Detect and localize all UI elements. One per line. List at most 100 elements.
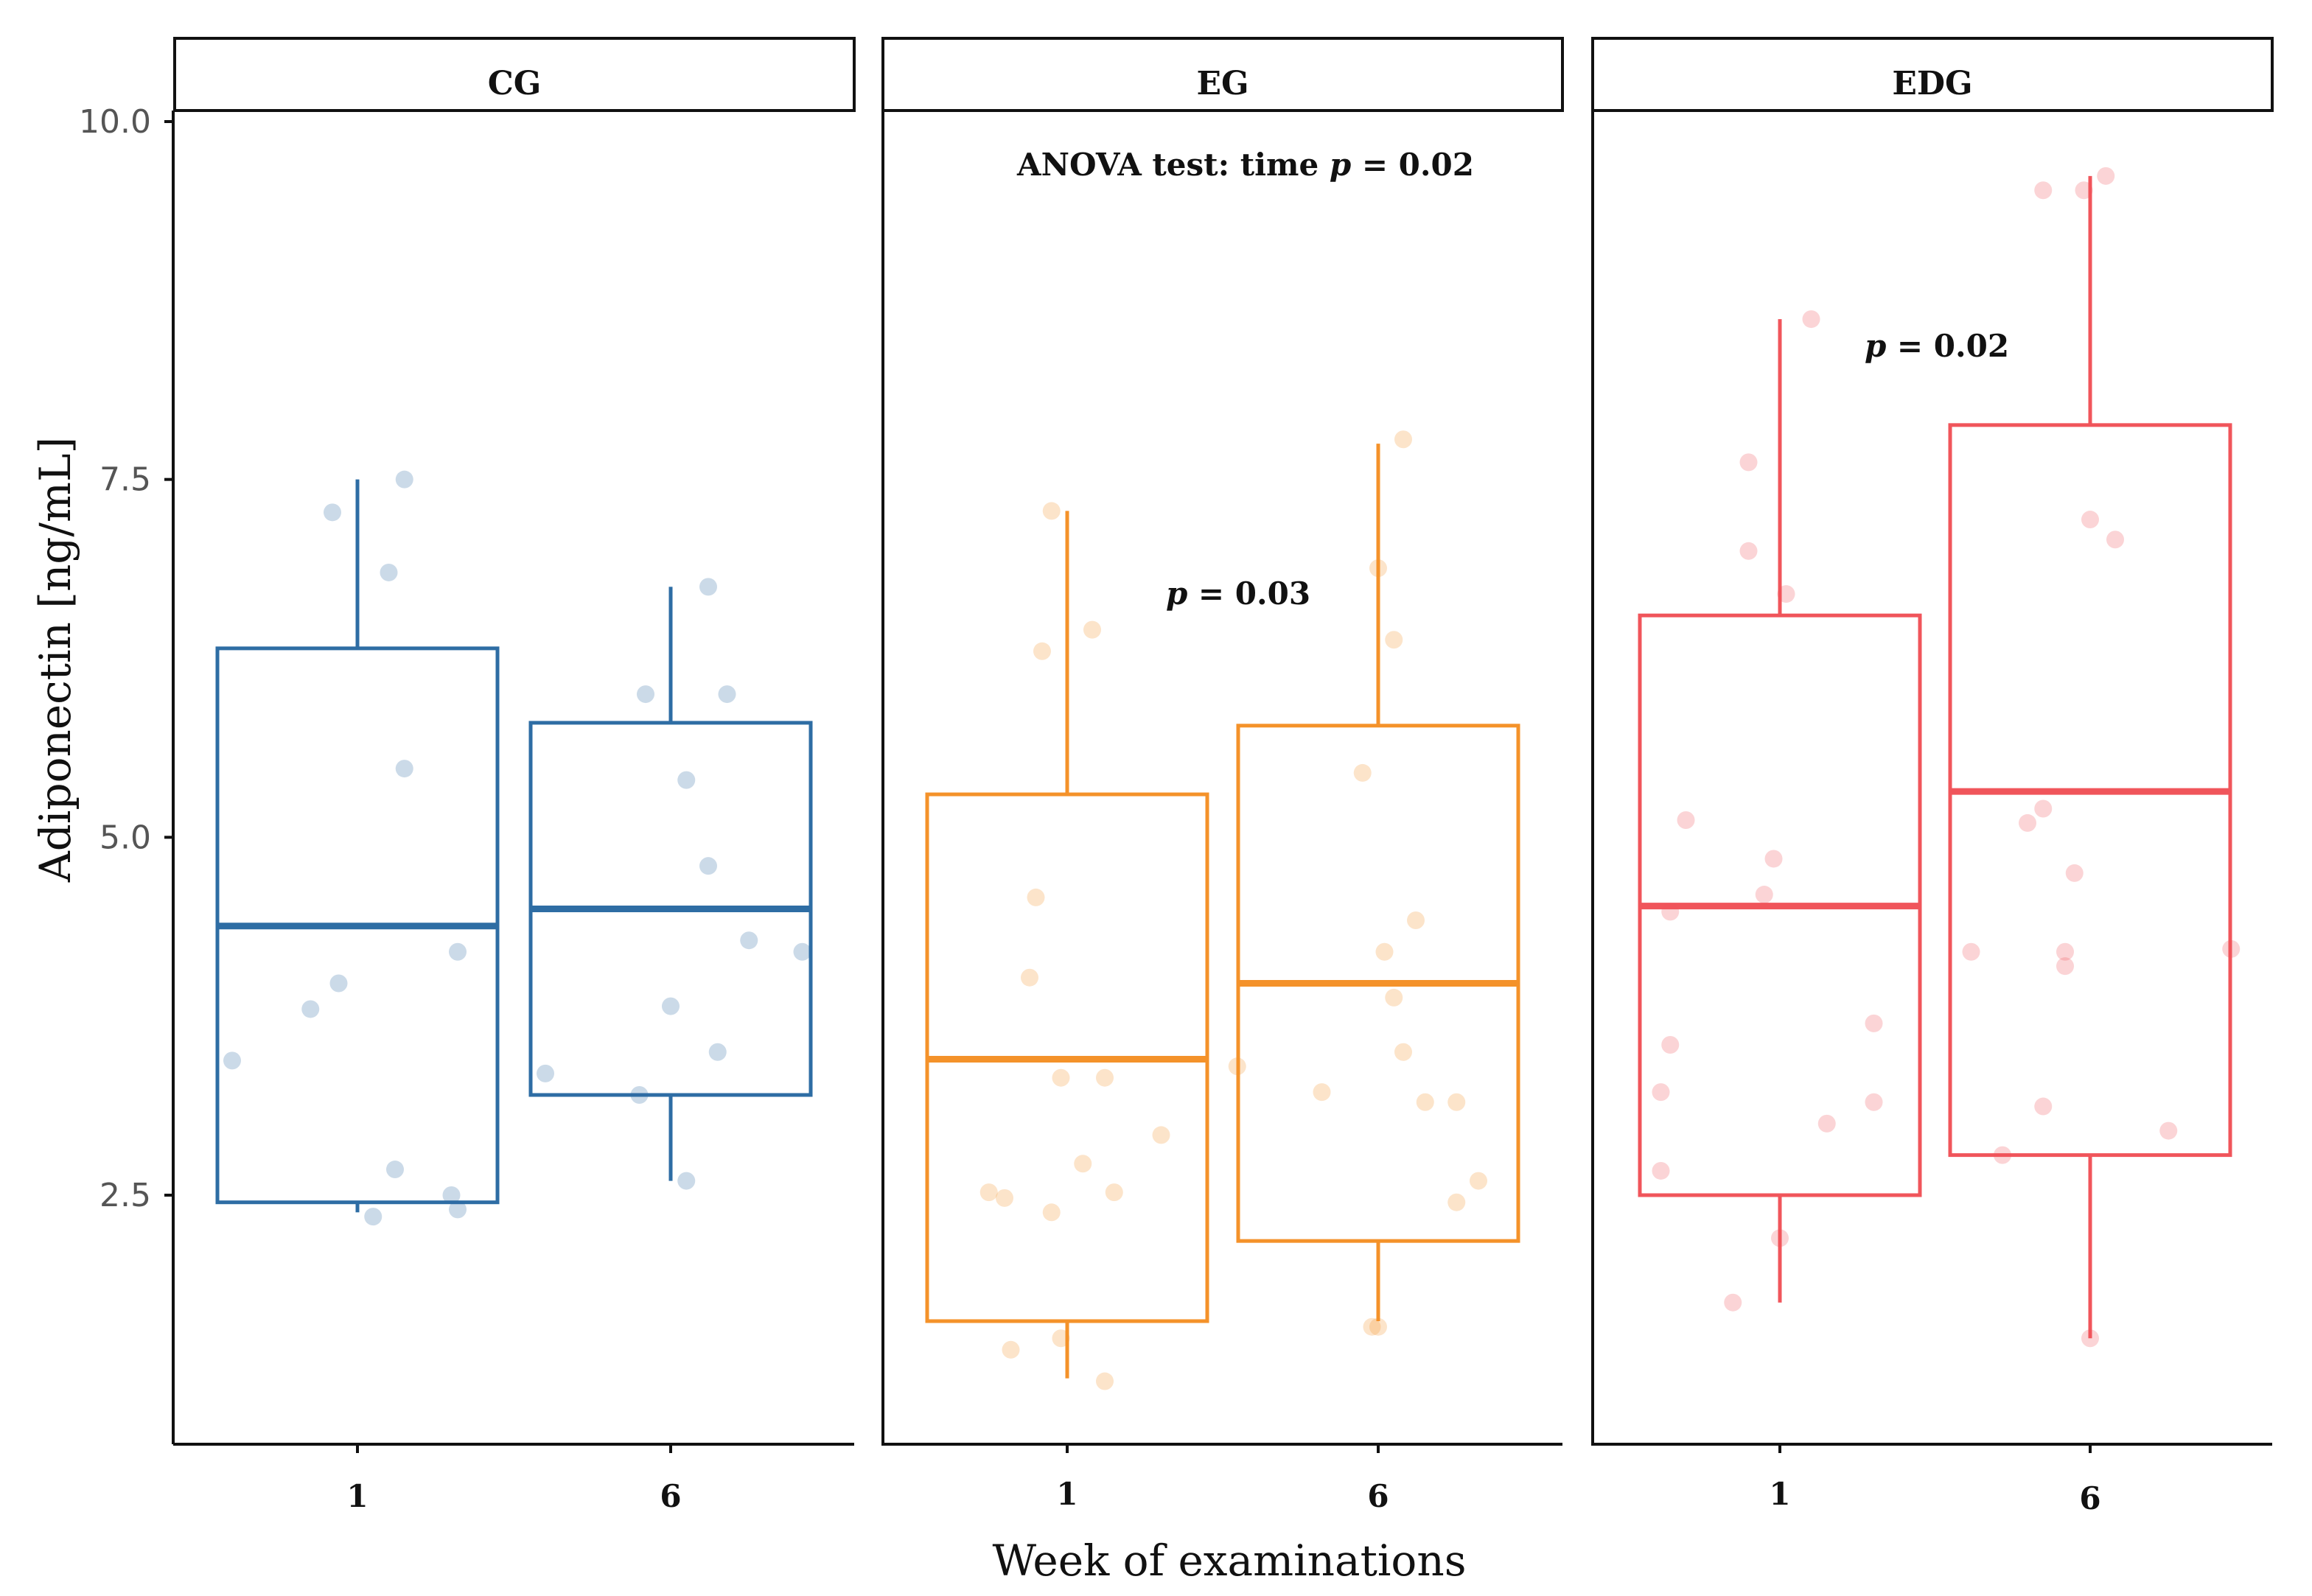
x-tick-label: 6 [660,1478,681,1514]
data-point [449,942,467,961]
data-point [1724,1293,1742,1312]
data-point [1096,1372,1114,1390]
y-axis: 2.5 5.0 7.5 10.0 [79,103,175,1444]
data-point [996,1189,1013,1207]
panel-edg: EDG 1 6 p = 0.02 [1591,37,2274,1516]
p-value: = 0.02 [1886,328,2009,364]
data-point [2222,939,2241,958]
data-point [630,1086,649,1105]
data-point [1385,631,1403,649]
data-point [1962,942,1980,961]
data-point [2065,864,2084,882]
p-value: = 0.03 [1187,575,1310,612]
data-point [1027,888,1045,906]
data-point [1042,502,1061,520]
data-point [1661,1036,1680,1054]
data-point [708,1043,727,1061]
anova-annotation: ANOVA test: time p = 0.02 [1016,147,1474,183]
data-point [1052,1068,1070,1087]
data-point [1994,1146,2011,1164]
x-tick-label: 1 [1769,1476,1790,1512]
data-point [1865,1093,1883,1111]
strip-label: CG [488,65,542,102]
strip-label: EDG [1892,65,1972,102]
data-point [1083,620,1101,639]
data-point [1313,1083,1331,1102]
data-point [1033,642,1051,660]
data-point [1375,942,1394,961]
data-point [329,974,348,993]
x-axis-title: Week of examinations [993,1536,1467,1586]
data-point [1652,1083,1670,1102]
data-point [1052,1329,1070,1348]
data-point [979,1183,998,1202]
data-point [386,1161,404,1179]
x-tick-label: 1 [1056,1476,1078,1512]
data-point [380,563,398,581]
data-point [2056,957,2074,976]
data-point [1353,763,1372,782]
data-point [1416,1093,1434,1111]
data-point [2034,799,2053,818]
data-point [2075,181,2093,200]
data-point [1369,1317,1387,1336]
data-point [449,1200,467,1219]
data-point [637,685,654,704]
data-point [1021,968,1038,987]
data-point [699,578,717,596]
data-point [1470,1172,1487,1190]
data-point [1447,1093,1466,1111]
y-tick-label: 5.0 [99,819,151,856]
data-point [1739,453,1758,472]
data-point [442,1186,461,1204]
data-point [2034,181,2053,200]
strip-background [881,37,1564,112]
anova-value: = 0.02 [1351,147,1474,183]
data-point [364,1208,383,1226]
data-point [2106,531,2124,549]
data-point [2081,1329,2099,1348]
panel-eg: EG 1 6 ANOVA test: time p = 0.02 p = 0.0… [881,37,1564,1514]
data-point [2056,942,2074,961]
data-point [2034,1097,2053,1116]
data-point [1739,542,1758,560]
data-point [223,1051,241,1070]
strip-background [173,37,856,112]
data-point [1661,903,1680,921]
data-point [1777,585,1795,603]
data-point [1755,886,1773,904]
data-point [395,760,413,778]
data-point [2097,167,2115,185]
data-point [2019,813,2036,832]
anova-prefix: ANOVA test: time [1016,147,1330,183]
data-point [699,857,717,875]
data-point [537,1064,554,1082]
data-point [1447,1193,1466,1211]
data-point [1228,1057,1246,1076]
data-point [1002,1340,1020,1359]
data-point [1407,911,1425,930]
data-point [1652,1161,1670,1180]
data-point [1074,1155,1092,1173]
data-point [2081,511,2099,529]
data-point [1394,1043,1412,1061]
data-point [395,470,413,489]
data-point [324,503,341,522]
data-point [1802,310,1820,329]
x-tick-label: 1 [346,1478,368,1514]
data-point [793,942,811,961]
data-point [301,1000,320,1018]
strip-label: EG [1196,65,1248,102]
data-point [718,685,736,704]
data-point [1764,850,1783,868]
data-point [1817,1114,1836,1133]
data-point [1152,1126,1170,1144]
y-tick-label: 2.5 [99,1177,151,1214]
panel-cg: CG 1 6 [173,37,856,1514]
data-point [740,931,758,950]
data-point [662,997,680,1015]
data-point [2159,1121,2178,1140]
edg-p-value-annotation: p = 0.02 [1865,328,2009,364]
p-symbol: p [1166,575,1187,612]
